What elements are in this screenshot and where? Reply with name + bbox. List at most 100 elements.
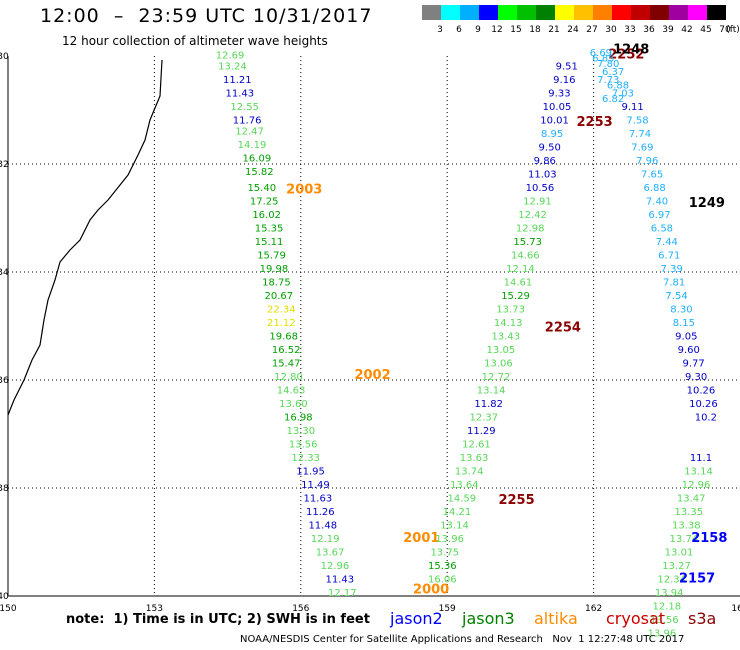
wave-height-point: 15.29 <box>501 291 530 302</box>
wave-height-point: 12.18 <box>652 602 681 613</box>
wave-height-point: 7.03 <box>612 89 634 100</box>
colorbar-label: 21 <box>548 25 560 35</box>
pass-time-label: 2158 <box>691 531 727 546</box>
y-tick-label: -34 <box>0 268 9 278</box>
colorbar-label: 9 <box>475 25 481 35</box>
legend-item-altika: altika <box>534 609 578 628</box>
wave-height-point: 12.33 <box>291 453 320 464</box>
wave-height-point: 16.06 <box>428 575 457 586</box>
pass-time-label: 2254 <box>545 320 581 335</box>
colorbar-label: 3 <box>437 25 443 35</box>
wave-height-point: 12.96 <box>321 561 350 572</box>
wave-height-point: 13.38 <box>672 521 701 532</box>
x-tick-label: 165 <box>731 604 740 614</box>
x-tick-label: 153 <box>146 604 163 614</box>
wave-height-point: 19.68 <box>269 332 298 343</box>
wave-height-point: 13.47 <box>677 494 706 505</box>
wave-height-point: 6.88 <box>643 183 665 194</box>
y-tick-label: -32 <box>0 160 9 170</box>
wave-height-point: 8.95 <box>541 129 563 140</box>
wave-height-point: 13.14 <box>440 521 469 532</box>
wave-height-point: 15.47 <box>272 359 301 370</box>
wave-height-point: 11.76 <box>233 116 262 127</box>
wave-height-point: 10.26 <box>687 386 716 397</box>
wave-height-point: 14.13 <box>494 318 523 329</box>
wave-height-point: 15.36 <box>428 561 457 572</box>
wave-height-point: 7.44 <box>656 237 678 248</box>
colorbar-swatch-70 <box>707 5 726 20</box>
wave-height-point: 9.33 <box>548 89 570 100</box>
wave-height-point: 9.86 <box>534 156 556 167</box>
wave-height-point: 13.56 <box>289 440 318 451</box>
wave-height-point: 15.73 <box>513 237 542 248</box>
legend-item-jason3: jason3 <box>462 609 515 628</box>
colorbar-label: 12 <box>491 25 503 35</box>
colorbar-swatch-24 <box>555 5 574 20</box>
wave-height-point: 9.60 <box>678 345 700 356</box>
chart-subtitle: 12 hour collection of altimeter wave hei… <box>62 34 328 48</box>
wave-height-point: 13.30 <box>286 426 315 437</box>
wave-height-point: 11.63 <box>304 494 333 505</box>
x-tick-label: 150 <box>0 604 17 614</box>
colorbar-swatch-18 <box>517 5 536 20</box>
wave-height-point: 14.59 <box>448 494 477 505</box>
wave-height-point: 15.40 <box>247 183 276 194</box>
y-tick-label: -38 <box>0 484 9 494</box>
wave-height-point: 9.50 <box>539 143 561 154</box>
colorbar-swatch-21 <box>536 5 555 20</box>
pass-time-label: 1249 <box>689 196 725 211</box>
wave-height-point: 12.55 <box>230 102 259 113</box>
wave-height-point: 12.34 <box>657 575 686 586</box>
wave-height-point: 13.43 <box>491 332 520 343</box>
wave-height-point: 11.03 <box>528 170 557 181</box>
wave-height-point: 20.67 <box>265 291 294 302</box>
colorbar-swatch-39 <box>650 5 669 20</box>
wave-height-point: 22.34 <box>267 305 296 316</box>
wave-height-point: 13.01 <box>665 548 694 559</box>
wave-height-point: 6.69 <box>590 48 612 59</box>
wave-height-point: 12.98 <box>516 224 545 235</box>
wave-height-point: 14.61 <box>504 278 533 289</box>
wave-height-point: 7.80 <box>597 59 619 70</box>
wave-height-point: 11.26 <box>306 507 335 518</box>
note-text: note: 1) Time is in UTC; 2) SWH is in fe… <box>66 612 370 627</box>
wave-height-point: 10.2 <box>695 413 717 424</box>
pass-time-label: 2002 <box>354 368 390 383</box>
wave-height-point: 11.95 <box>296 467 325 478</box>
colorbar-label: 70 <box>719 25 731 35</box>
colorbar-swatch-3 <box>422 5 441 20</box>
wave-height-point: 13.63 <box>460 453 489 464</box>
colorbar-label: 18 <box>529 25 541 35</box>
wave-height-point: 7.73 <box>597 75 619 86</box>
wave-height-point: 13.14 <box>477 386 506 397</box>
wave-height-point: 11.43 <box>326 575 355 586</box>
wave-height-point: 10.05 <box>543 102 572 113</box>
wave-height-point: 15.82 <box>245 167 274 178</box>
wave-height-point: 7.54 <box>665 291 687 302</box>
pass-time-label: 2000 <box>413 582 449 597</box>
wave-height-point: 18.75 <box>262 278 291 289</box>
wave-height-point: 13.94 <box>655 588 684 599</box>
wave-height-point: 9.77 <box>683 359 705 370</box>
colorbar-label: 15 <box>510 25 522 35</box>
wave-height-point: 6.88 <box>607 80 629 91</box>
y-tick-label: -40 <box>0 592 9 602</box>
wave-height-point: 6.58 <box>651 224 673 235</box>
wave-height-point: 6.71 <box>658 251 680 262</box>
wave-height-point: 7.74 <box>629 129 651 140</box>
wave-height-point: 13.14 <box>684 467 713 478</box>
colorbar-label: 30 <box>605 25 617 35</box>
wave-height-point: 12.14 <box>506 264 535 275</box>
wave-height-point: 6.85 <box>592 53 614 64</box>
footer-credit: NOAA/NESDIS Center for Satellite Applica… <box>240 634 685 645</box>
colorbar-label: 36 <box>643 25 655 35</box>
x-tick-label: 162 <box>585 604 602 614</box>
pass-time-label: 1248 <box>613 42 649 57</box>
wave-height-point: 9.51 <box>556 62 578 73</box>
colorbar-swatch-27 <box>574 5 593 20</box>
colorbar-unit: (ft) <box>726 25 740 35</box>
wave-height-point: 12.47 <box>235 126 264 137</box>
y-tick-label: -30 <box>0 52 9 62</box>
pass-time-label: 2001 <box>403 531 439 546</box>
wave-height-point: 7.69 <box>631 143 653 154</box>
